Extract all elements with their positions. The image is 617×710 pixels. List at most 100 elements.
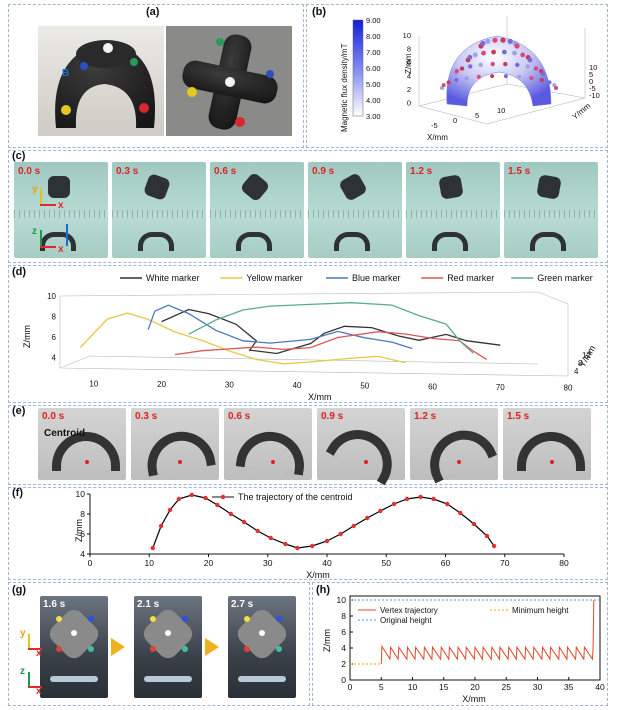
robot-profile [517, 432, 585, 471]
chart-marker-trajectories: White marker Yellow marker Blue marker Red … [22, 273, 597, 402]
centroid-point [484, 533, 490, 539]
z-tick: 0 [407, 99, 411, 108]
axis-z-label: z [32, 226, 37, 237]
time-label: 0.3 s [135, 411, 158, 422]
field-sample-sphere [547, 80, 552, 85]
marker-blue [182, 616, 188, 622]
centroid-point [471, 521, 477, 527]
centroid-point [351, 523, 356, 529]
colorbar-tick: 8.00 [366, 32, 381, 41]
centroid-dot [85, 460, 89, 464]
colorbar [352, 19, 364, 117]
robot-profile [325, 417, 405, 486]
y-axis-label: Z/mm [322, 629, 332, 652]
time-label: 0.0 s [18, 166, 41, 177]
panel-g-frame-2: 2.7 s [228, 596, 296, 698]
marker-white [71, 630, 77, 636]
panel-d-label: (d) [12, 266, 27, 278]
centroid-point [418, 494, 423, 500]
ruler [14, 210, 108, 218]
robot-top-view [337, 171, 369, 203]
x-tick: 50 [360, 382, 369, 391]
panel-g-label: (g) [12, 584, 27, 596]
field-sample-sphere [464, 76, 469, 81]
field-sample-sphere [446, 80, 451, 85]
robot-side-view [236, 232, 272, 251]
x-tick: 20 [204, 558, 214, 568]
centroid-dot [364, 460, 368, 464]
x-tick: 25 [502, 682, 512, 692]
z-axis-label: Z/mm [22, 325, 32, 348]
field-sample-sphere [454, 69, 459, 74]
series-line-yellow-marker [79, 312, 406, 365]
panel-g-frame [8, 582, 310, 706]
time-label: 2.7 s [231, 599, 254, 610]
field-sample-sphere [512, 50, 517, 56]
centroid-point [189, 492, 195, 498]
ruler [112, 210, 206, 218]
z-tick: 6 [52, 333, 57, 342]
legend-label: The trajectory of the centroid [238, 492, 353, 502]
chart-d-box [59, 291, 569, 377]
y-tick: 6 [80, 529, 85, 539]
centroid-point [445, 501, 450, 507]
x-axis-label: X/mm [427, 133, 448, 142]
x-tick: 5 [475, 111, 479, 120]
panel-c-frame [8, 150, 608, 263]
panel-g-frame-1: 2.1 s [134, 596, 202, 698]
x-axis-label: X/mm [306, 570, 330, 580]
centroid-point [491, 543, 497, 549]
ruler [308, 210, 402, 218]
centroid-point [431, 496, 436, 502]
z-tick: 4 [52, 354, 57, 363]
y-tick: 8 [341, 611, 346, 621]
marker-red [139, 103, 149, 113]
time-label: 0.9 s [321, 411, 344, 422]
field-sample-sphere [533, 66, 539, 71]
robot-side-view [144, 676, 192, 682]
y-tick: 8 [80, 509, 85, 519]
colorbar-label: Magnetic flux density/mT [340, 43, 349, 132]
axis-x2-label: x [58, 244, 64, 255]
x-tick: 15 [439, 682, 449, 692]
x-tick: 0 [88, 558, 93, 568]
centroid-point [378, 508, 383, 514]
marker-blue [80, 62, 88, 70]
centroid-dot [178, 460, 182, 464]
panel-e-frame-4: 1.2 s [410, 408, 498, 484]
centroid-point [158, 523, 164, 529]
centroid-point [150, 545, 155, 551]
x-tick: 35 [564, 682, 574, 692]
panel-b-frame [306, 4, 608, 148]
panel-b-field-plot: Magnetic flux density/mT 9.00 8.00 7.00 6.0… [340, 16, 600, 142]
centroid-point [404, 496, 410, 502]
panel-c-frame-4: 1.2 s [406, 162, 500, 258]
x-tick: 60 [428, 382, 437, 391]
field-sample-sphere [552, 83, 557, 88]
centroid-point [241, 519, 247, 525]
x-tick: 20 [470, 682, 480, 692]
robot-side-view [40, 232, 76, 251]
z-tick: 6 [407, 58, 411, 67]
x-tick: 60 [441, 558, 451, 568]
centroid-label: Centroid [44, 428, 86, 439]
panel-e-frame-0: 0.0 s [38, 408, 126, 480]
field-sample-sphere [467, 54, 473, 60]
marker-white [165, 630, 171, 636]
x-tick: 30 [225, 381, 234, 390]
time-label: 0.9 s [312, 166, 335, 177]
x-tick: 0 [348, 682, 353, 692]
x-tick: 70 [500, 558, 510, 568]
legend-label: Vertex trajectory [380, 606, 438, 615]
robot-side-view [334, 232, 370, 251]
colorbar-tick: 5.00 [366, 80, 381, 89]
x-tick: 5 [379, 682, 384, 692]
field-sample-sphere [440, 86, 444, 90]
panel-e-frame-3: 0.9 s [317, 408, 405, 486]
centroid-dot [271, 460, 275, 464]
field-sample-sphere [490, 61, 495, 67]
marker-yellow [56, 616, 62, 622]
z-tick: 10 [47, 292, 56, 301]
field-sample-sphere [492, 37, 498, 43]
